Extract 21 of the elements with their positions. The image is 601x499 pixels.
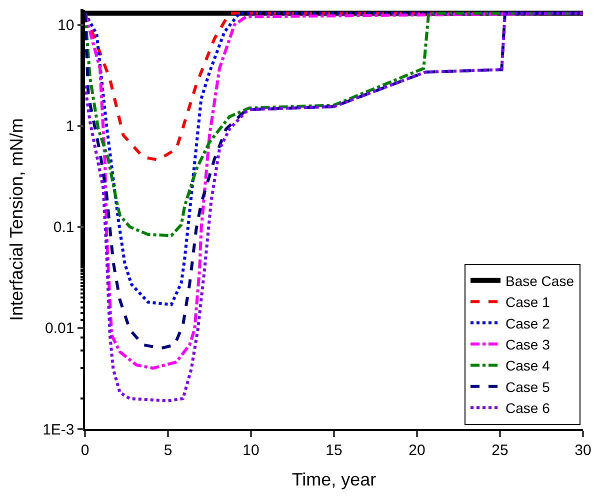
y-axis-title: Interfacial Tension, mN/m xyxy=(6,118,26,321)
x-tick-label: 5 xyxy=(164,442,172,459)
legend-label: Case 1 xyxy=(506,294,550,310)
legend-label: Case 2 xyxy=(506,315,550,332)
x-tick-label: 10 xyxy=(242,442,260,459)
y-tick-label: 0.01 xyxy=(45,320,74,338)
y-tick-label: 0.1 xyxy=(53,219,74,236)
legend-label: Case 6 xyxy=(506,400,550,416)
y-tick-label: 10 xyxy=(58,17,74,34)
x-tick-label: 0 xyxy=(80,442,90,459)
legend-label: Case 3 xyxy=(506,336,550,352)
legend-label: Base Case xyxy=(506,272,574,289)
legend-label: Case 5 xyxy=(506,378,550,395)
x-tick-label: 15 xyxy=(326,442,342,459)
x-tick-label: 30 xyxy=(574,442,592,459)
y-tick-label: 1E-3 xyxy=(42,421,74,438)
y-tick-label: 1 xyxy=(66,118,74,136)
x-tick-label: 20 xyxy=(408,442,426,459)
x-tick-label: 25 xyxy=(492,442,508,459)
legend-label: Case 4 xyxy=(506,358,550,374)
x-axis-title: Time, year xyxy=(292,469,376,490)
